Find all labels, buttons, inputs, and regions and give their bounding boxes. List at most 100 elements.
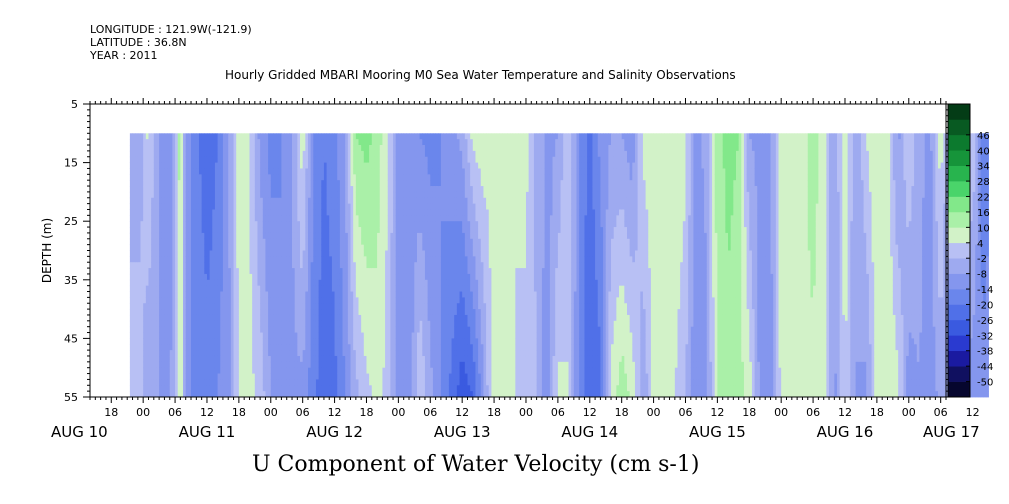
heat-cell <box>193 244 197 251</box>
heat-cell <box>193 250 197 257</box>
heat-cell <box>302 332 306 339</box>
heat-cell <box>387 180 391 187</box>
heat-cell <box>379 162 383 169</box>
heat-cell <box>401 379 405 386</box>
heat-cell <box>329 145 333 152</box>
heat-cell <box>278 379 282 386</box>
heat-cell <box>137 285 141 292</box>
heat-cell <box>297 385 301 392</box>
heat-cell <box>222 238 226 246</box>
heat-cell <box>188 180 192 187</box>
heat-cell <box>145 156 149 163</box>
heat-cell <box>398 297 402 304</box>
heat-cell <box>334 238 338 246</box>
heat-cell <box>300 373 304 380</box>
heat-cell <box>225 133 229 140</box>
heat-cell <box>361 197 365 205</box>
heat-cell <box>201 209 205 216</box>
heat-cell <box>196 180 200 187</box>
heat-cell <box>361 338 365 345</box>
heat-cell <box>339 273 343 281</box>
heat-cell <box>185 309 189 316</box>
heat-cell <box>339 168 343 175</box>
heat-cell <box>385 244 389 251</box>
heat-cell <box>180 303 184 310</box>
heat-cell <box>241 391 245 398</box>
heat-cell <box>230 162 234 169</box>
heat-cell <box>140 297 144 304</box>
heat-cell <box>217 332 221 339</box>
heat-cell <box>188 367 192 374</box>
heat-cell <box>377 145 381 152</box>
heat-cell <box>395 150 399 158</box>
heat-cell <box>416 338 421 345</box>
heat-cell <box>323 279 327 287</box>
heat-cell <box>281 232 285 240</box>
heat-cell <box>191 367 195 374</box>
heat-cell <box>361 227 365 234</box>
heat-cell <box>249 150 253 158</box>
heat-cell <box>246 338 250 345</box>
heat-cell <box>358 145 362 152</box>
heat-cell <box>180 291 184 298</box>
heat-cell <box>313 332 317 339</box>
heat-cell <box>206 156 211 163</box>
heat-cell <box>334 268 338 275</box>
heat-cell <box>228 344 232 351</box>
heat-cell <box>222 355 226 363</box>
heat-cell <box>249 379 253 386</box>
heat-cell <box>419 279 423 287</box>
heat-cell <box>249 156 253 163</box>
heat-cell <box>167 297 171 304</box>
heat-cell <box>323 256 327 263</box>
heat-cell <box>334 332 338 339</box>
heat-cell <box>414 221 418 228</box>
heat-cell <box>268 186 272 193</box>
heat-cell <box>198 186 203 193</box>
heat-cell <box>164 227 168 234</box>
heat-cell <box>209 227 213 234</box>
heat-cell <box>249 273 253 281</box>
heat-cell <box>385 145 389 152</box>
heat-cell <box>292 291 296 298</box>
heat-cell <box>337 209 341 216</box>
heat-cell <box>191 320 195 328</box>
heat-cell <box>321 238 325 246</box>
heat-cell <box>366 162 370 169</box>
heat-cell <box>321 279 325 287</box>
heat-cell <box>201 268 205 275</box>
heat-cell <box>323 350 327 357</box>
heat-cell <box>145 262 149 269</box>
heat-cell <box>294 232 298 240</box>
heat-cell <box>294 332 298 339</box>
heat-cell <box>175 168 179 175</box>
heat-cell <box>225 285 229 292</box>
heat-cell <box>387 332 391 339</box>
heat-cell <box>387 232 391 240</box>
heat-cell <box>331 150 335 158</box>
heat-cell <box>183 244 187 251</box>
heat-cell <box>387 344 391 351</box>
heat-cell <box>238 262 242 269</box>
heat-cell <box>307 291 312 298</box>
heat-cell <box>315 139 320 146</box>
heat-cell <box>300 191 304 199</box>
heat-cell <box>331 297 335 304</box>
heat-cell <box>281 215 285 222</box>
heat-cell <box>276 262 280 269</box>
heat-cell <box>307 238 312 246</box>
heat-cell <box>422 174 426 181</box>
heat-cell <box>188 174 192 181</box>
heat-cell <box>185 273 189 281</box>
heat-cell <box>366 197 370 205</box>
heat-cell <box>337 314 341 322</box>
heat-cell <box>151 250 155 257</box>
heat-cell <box>180 186 184 193</box>
heat-cell <box>286 332 290 339</box>
heat-cell <box>281 197 285 205</box>
heat-cell <box>198 215 203 222</box>
heat-cell <box>416 285 421 292</box>
heat-cell <box>353 162 357 169</box>
heat-cell <box>390 191 394 199</box>
heat-cell <box>156 227 160 234</box>
